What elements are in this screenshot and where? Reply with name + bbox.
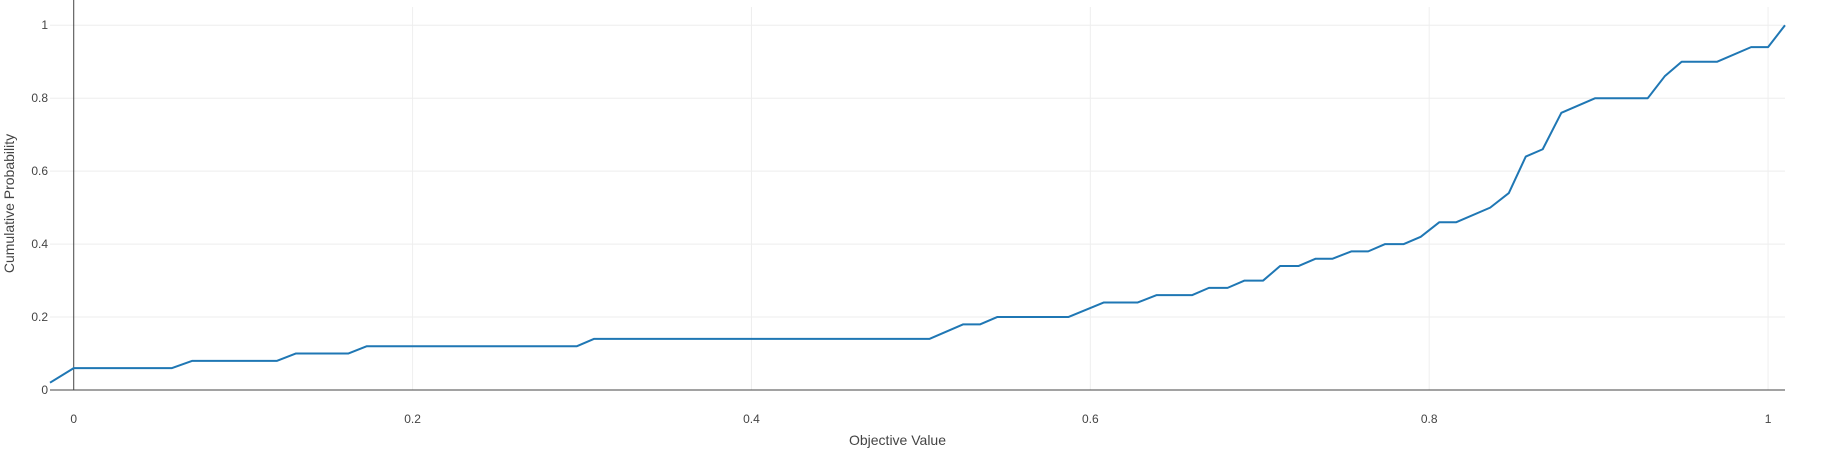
x-tick-label: 1 [1765,412,1772,426]
cdf-line-series-0 [49,24,1786,384]
x-tick-label: 0 [70,412,77,426]
y-tick-label: 1 [41,18,48,32]
x-axis-title: Objective Value [849,432,946,448]
y-tick-label: 0 [41,383,48,397]
y-tick-label: 0.4 [31,237,48,251]
y-tick-label: 0.6 [31,164,48,178]
x-tick-labels: 0 0.2 0.4 0.6 0.8 1 [70,412,1771,426]
y-axis-title: Cumulative Probability [1,134,17,273]
y-tick-labels: 0 0.2 0.4 0.6 0.8 1 [31,18,48,397]
x-tick-label: 0.2 [404,412,421,426]
axes [50,0,1785,391]
x-tick-label: 0.8 [1421,412,1438,426]
series-layer [49,24,1786,384]
y-tick-label: 0.2 [31,310,48,324]
y-tick-label: 0.8 [31,91,48,105]
x-tick-label: 0.4 [743,412,760,426]
x-tick-label: 0.6 [1082,412,1099,426]
grid-lines [50,7,1785,390]
